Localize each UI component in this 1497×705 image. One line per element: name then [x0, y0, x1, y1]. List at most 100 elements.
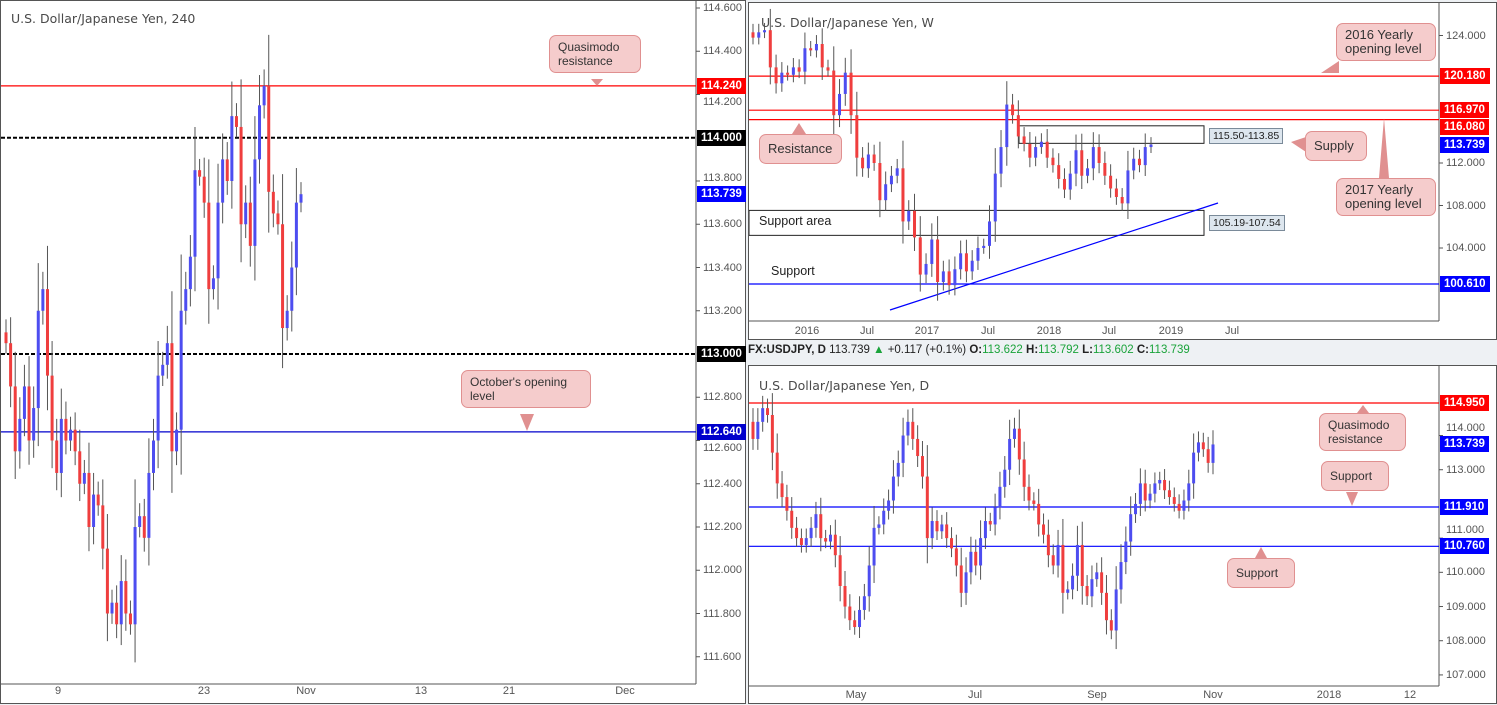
trendline — [889, 202, 1219, 311]
x-tick-label: May — [845, 689, 867, 701]
candle-body — [936, 239, 940, 282]
candle-body — [803, 48, 807, 72]
candle-body — [281, 224, 285, 329]
low-label: L: — [1082, 344, 1093, 356]
candle-body — [925, 476, 929, 539]
candle-body — [1032, 500, 1036, 504]
candle-body — [1039, 141, 1043, 148]
candle-body — [230, 116, 234, 181]
candle-body — [133, 527, 137, 625]
candle-body — [983, 521, 987, 539]
x-tick-label: Jul — [980, 325, 996, 337]
candle-body — [138, 516, 142, 527]
low-value: 113.602 — [1092, 344, 1134, 356]
candle-body — [791, 67, 795, 75]
candle-body — [69, 429, 73, 441]
candle-body — [768, 30, 772, 68]
chart-240-panel[interactable]: U.S. Dollar/Japanese Yen, 240 Quasimodo … — [0, 0, 746, 704]
candle-body — [92, 494, 96, 527]
y-tick-label: 113.800 — [703, 172, 742, 185]
chart-weekly-panel[interactable]: U.S. Dollar/Japanese Yen, W 115.50-113.8… — [748, 2, 1497, 340]
candle-body — [833, 534, 837, 556]
candle-body — [64, 418, 68, 441]
candle-body — [790, 510, 794, 528]
y-tick-label: 108.000 — [1446, 634, 1486, 647]
chart-daily-panel[interactable]: U.S. Dollar/Japanese Yen, D Quasimodo re… — [748, 365, 1497, 704]
candle-body — [1017, 428, 1021, 460]
chart-daily-canvas[interactable] — [749, 366, 1497, 705]
candle-body — [947, 271, 951, 286]
candle-body — [866, 154, 870, 169]
callout-support: Support — [1321, 461, 1389, 491]
candle-body — [244, 202, 248, 225]
callout-pointer — [1255, 547, 1267, 558]
candle-body — [1167, 490, 1171, 498]
chart-weekly-canvas[interactable] — [749, 3, 1497, 341]
candle-body — [294, 202, 298, 268]
candle-body — [780, 483, 784, 498]
candle-body — [889, 175, 893, 185]
candle-body — [969, 551, 973, 573]
candle-body — [828, 534, 832, 542]
candle-body — [55, 440, 59, 473]
candle-body — [1068, 173, 1072, 190]
price-level-tag: 114.240 — [697, 77, 746, 94]
candle-body — [761, 408, 765, 422]
candle-body — [105, 548, 109, 614]
candle-body — [87, 472, 91, 527]
candle-body — [1163, 479, 1167, 491]
symbol[interactable]: FX:USDJPY, D — [748, 344, 826, 356]
candle-body — [50, 375, 54, 441]
x-tick-label: 2019 — [1158, 325, 1184, 337]
candle-body — [1182, 500, 1186, 511]
candle-body — [1120, 197, 1124, 204]
candle-body — [193, 170, 197, 257]
candle-body — [907, 210, 911, 222]
candle-body — [1022, 136, 1026, 144]
open-label: O: — [969, 344, 983, 356]
candle-body — [843, 72, 847, 94]
candle-body — [974, 551, 978, 566]
candle-body — [1124, 541, 1128, 563]
candle-body — [1056, 544, 1060, 566]
x-tick-label: 12 — [1403, 689, 1417, 701]
candle-body — [797, 67, 801, 72]
candle-body — [221, 159, 225, 203]
candle-body — [142, 516, 146, 538]
candle-body — [1143, 147, 1147, 166]
candle-body — [198, 170, 202, 177]
y-tick-label: 107.000 — [1446, 668, 1486, 681]
candle-body — [1022, 459, 1026, 487]
callout-quasimodo-resistance: Quasimodo resistance — [1319, 413, 1406, 451]
candle-body — [1095, 572, 1099, 580]
callout-pointer — [1346, 492, 1358, 506]
callout-supply: Supply — [1305, 131, 1367, 161]
candle-body — [290, 267, 294, 311]
support-label: Support — [771, 264, 815, 278]
candle-body — [45, 289, 49, 376]
candle-body — [73, 429, 77, 452]
candle-body — [96, 494, 100, 506]
x-tick-label: 2018 — [1036, 325, 1062, 337]
candle-body — [1086, 168, 1090, 176]
chart-240-canvas[interactable] — [1, 1, 747, 705]
candle-body — [786, 72, 790, 75]
y-tick-label: 114.200 — [703, 95, 742, 108]
y-tick-label: 113.600 — [703, 218, 742, 231]
candle-body — [1196, 442, 1200, 453]
candle-body — [253, 159, 257, 246]
candle-body — [826, 67, 830, 71]
candle-body — [1129, 514, 1133, 542]
chart-title: U.S. Dollar/Japanese Yen, W — [761, 15, 934, 30]
candle-body — [964, 572, 968, 593]
candle-body — [1126, 170, 1130, 204]
y-tick-label: 112.000 — [703, 564, 742, 577]
candle-body — [941, 271, 945, 282]
candle-body — [878, 163, 882, 201]
candle-body — [110, 602, 114, 614]
candle-body — [1158, 479, 1162, 484]
close-label: C: — [1136, 344, 1150, 356]
candle-body — [751, 32, 755, 38]
candle-body — [799, 538, 803, 545]
callout-pointer — [792, 123, 806, 134]
